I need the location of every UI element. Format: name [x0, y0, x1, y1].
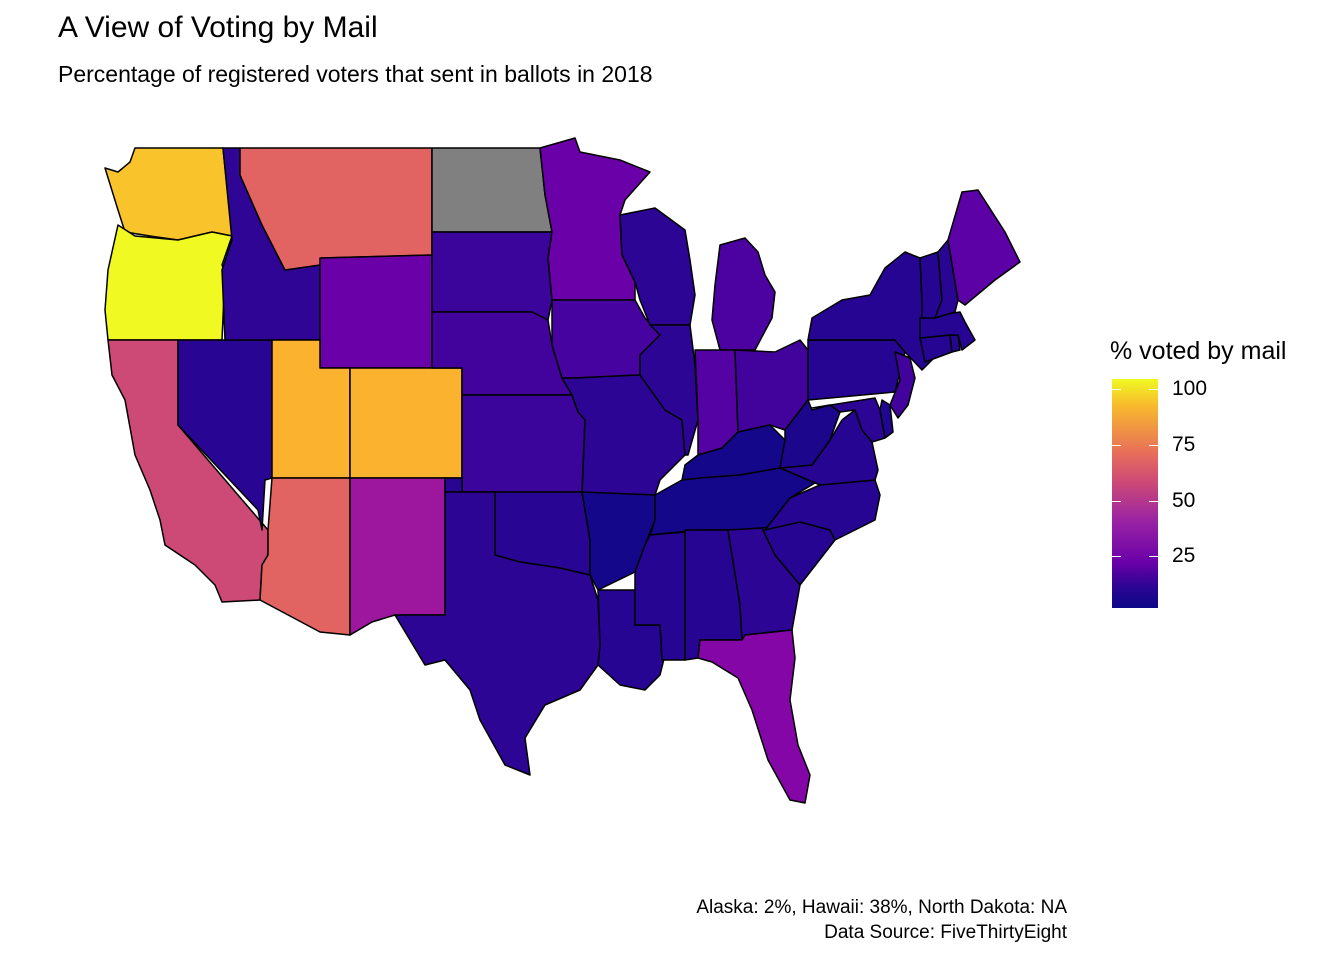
state-az — [259, 477, 351, 636]
state-pa — [807, 339, 906, 401]
state-wa — [104, 147, 233, 241]
state-wy — [319, 254, 433, 369]
state-nd — [431, 147, 553, 233]
state-md — [811, 397, 886, 443]
state-mi — [711, 237, 776, 351]
legend-colorbar — [1112, 379, 1158, 608]
state-de — [879, 399, 894, 439]
state-nj — [889, 351, 916, 419]
state-ms — [634, 531, 686, 661]
states-layer — [104, 137, 1021, 804]
state-nc — [764, 479, 881, 541]
legend-title: % voted by mail — [1110, 337, 1287, 365]
legend-tick-label: 75 — [1172, 433, 1196, 456]
state-ca — [107, 339, 269, 603]
state-co — [349, 367, 463, 479]
state-wv — [779, 399, 841, 469]
state-me — [947, 189, 1021, 306]
legend-tick-label: 25 — [1172, 544, 1196, 567]
caption-line-2: Data Source: FiveThirtyEight — [824, 922, 1067, 943]
state-ct — [919, 334, 953, 363]
chart-title: A View of Voting by Mail — [58, 11, 378, 44]
caption-line-1: Alaska: 2%, Hawaii: 38%, North Dakota: N… — [696, 897, 1067, 918]
legend-tick-label: 50 — [1172, 489, 1196, 512]
state-nm — [349, 477, 446, 636]
state-il — [639, 324, 699, 456]
state-fl — [697, 629, 811, 804]
state-ks — [461, 394, 586, 493]
legend-tick-label: 100 — [1172, 377, 1208, 400]
state-ma — [919, 311, 976, 351]
chart-subtitle: Percentage of registered voters that sen… — [58, 61, 653, 87]
state-sd — [431, 231, 553, 321]
state-or — [104, 224, 233, 341]
state-tx — [394, 491, 601, 776]
